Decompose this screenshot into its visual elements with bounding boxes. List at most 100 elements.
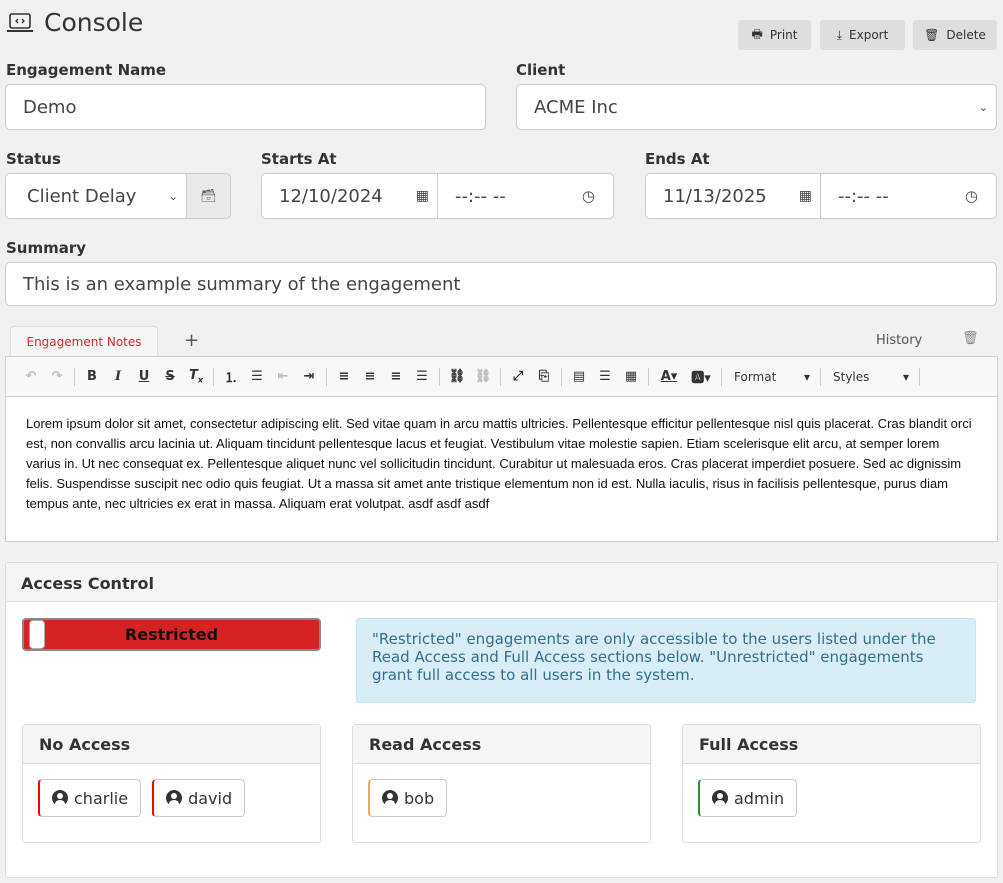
format-dropdown[interactable]: Format ▾ (726, 370, 816, 384)
read-access-title: Read Access (353, 725, 650, 764)
export-button[interactable]: ⤓ Export (820, 20, 905, 50)
download-icon: ⤓ (836, 27, 843, 42)
clock-icon: ◷ (964, 187, 978, 205)
styles-dropdown[interactable]: Styles ▾ (825, 370, 915, 384)
client-label: Client (516, 61, 566, 79)
starts-at-date: 12/10/2024 (279, 185, 383, 207)
summary-label: Summary (6, 239, 87, 257)
italic-icon[interactable]: I (114, 369, 122, 384)
laptop-code-icon (7, 12, 33, 32)
access-control-panel: Access Control Restricted "Restricted" e… (5, 562, 998, 878)
add-tab-button[interactable]: + (184, 330, 200, 351)
ends-at-date: 11/13/2025 (663, 185, 767, 207)
print-label: Print (769, 28, 798, 42)
user-name: david (188, 788, 233, 808)
access-control-title: Access Control (6, 563, 997, 602)
title-text: Console (44, 8, 144, 37)
justify-icon[interactable]: ☰ (416, 369, 428, 384)
user-name: bob (404, 788, 435, 808)
delete-label: Delete (946, 28, 986, 42)
no-access-title: No Access (23, 725, 320, 764)
calendar-icon: ▦ (798, 188, 812, 204)
ends-at-label: Ends At (645, 150, 710, 168)
format-label: Format (734, 369, 777, 384)
remove-format-icon[interactable]: Tx (188, 368, 204, 385)
outdent-icon[interactable]: ⇤ (277, 369, 289, 384)
align-right-icon[interactable]: ≡ (390, 369, 402, 384)
toggle-label: Restricted (124, 625, 219, 644)
export-label: Export (849, 28, 889, 42)
archive-icon: 🗃 (200, 188, 217, 204)
background-color-icon[interactable]: 🅰▾ (691, 371, 711, 386)
delete-note-trash-icon[interactable]: 🗑 (962, 331, 979, 346)
archive-button[interactable]: 🗃 (186, 173, 231, 219)
source-icon[interactable]: ⎘ (538, 369, 550, 384)
editor-toolbar: ↶ ↷ B I U S Tx ⒈ ☰ ⇤ ⇥ ≡ ≡ ≡ ☰ ⛓ ⛓ ⤢ ⎘ ▤ ☰ ▦ A▾ 🅰▾ Forma… (6, 357, 997, 397)
indent-icon[interactable]: ⇥ (303, 369, 315, 384)
summary-input[interactable]: This is an example summary of the engage… (5, 262, 997, 306)
user-circle-icon (52, 790, 68, 806)
clock-icon: ◷ (581, 187, 595, 205)
ends-at-time-input[interactable]: --:-- -- ◷ (820, 173, 997, 219)
user-chip-admin[interactable]: admin (698, 779, 798, 817)
page-title: Console (6, 8, 143, 37)
styles-label: Styles (833, 369, 870, 384)
starts-at-time-input[interactable]: --:-- -- ◷ (437, 173, 614, 219)
table-icon[interactable]: ▦ (624, 369, 638, 384)
undo-icon[interactable]: ↶ (25, 369, 37, 384)
user-circle-icon (166, 790, 183, 806)
print-button[interactable]: 🖶 Print (738, 20, 811, 50)
unlink-icon[interactable]: ⛓ (474, 369, 492, 384)
caret-down-icon: ▾ (803, 369, 810, 384)
tab-engagement-notes[interactable]: Engagement Notes (10, 326, 158, 357)
bulleted-list-icon[interactable]: ☰ (251, 369, 263, 384)
show-blocks-icon[interactable]: ▤ (572, 369, 586, 384)
redo-icon[interactable]: ↷ (51, 369, 63, 384)
client-select[interactable]: ACME Inc ⌄ (516, 84, 997, 130)
numbered-list-icon[interactable]: ⒈ (224, 371, 238, 386)
chevron-down-icon: ⌄ (168, 189, 178, 203)
rich-text-editor[interactable]: ↶ ↷ B I U S Tx ⒈ ☰ ⇤ ⇥ ≡ ≡ ≡ ☰ ⛓ ⛓ ⤢ ⎘ ▤ ☰ ▦ A▾ 🅰▾ Forma… (5, 356, 998, 542)
user-chip-bob[interactable]: bob (368, 779, 448, 817)
ends-at-date-input[interactable]: 11/13/2025 ▦ (645, 173, 821, 219)
align-center-icon[interactable]: ≡ (364, 369, 376, 384)
tab-label: Engagement Notes (26, 335, 142, 349)
strikethrough-icon[interactable]: S (165, 369, 175, 384)
maximize-icon[interactable]: ⤢ (512, 369, 524, 384)
user-chip-charlie[interactable]: charlie (38, 779, 142, 817)
align-left-icon[interactable]: ≡ (338, 369, 350, 384)
restricted-toggle[interactable]: Restricted (22, 618, 321, 651)
starts-at-date-input[interactable]: 12/10/2024 ▦ (261, 173, 438, 219)
ends-at-time: --:-- -- (838, 185, 889, 207)
client-value: ACME Inc (534, 96, 618, 118)
engagement-name-input[interactable]: Demo (5, 84, 486, 130)
engagement-name-value: Demo (23, 96, 77, 118)
underline-icon[interactable]: U (138, 369, 150, 384)
delete-button[interactable]: 🗑 Delete (913, 20, 997, 50)
starts-at-time: --:-- -- (455, 185, 506, 207)
no-access-card: No Access charlie david (22, 724, 321, 843)
engagement-name-label: Engagement Name (6, 61, 167, 79)
horizontal-line-icon[interactable]: ☰ (599, 369, 611, 384)
history-button[interactable]: History (876, 333, 923, 348)
link-icon[interactable]: ⛓ (448, 369, 466, 384)
user-chip-david[interactable]: david (152, 779, 246, 817)
status-select[interactable]: Client Delay ⌄ (5, 173, 187, 219)
access-info-alert: "Restricted" engagements are only access… (356, 618, 976, 703)
calendar-icon: ▦ (415, 188, 429, 204)
full-access-title: Full Access (683, 725, 980, 764)
status-value: Client Delay (27, 185, 137, 207)
read-access-card: Read Access bob (352, 724, 651, 843)
editor-content[interactable]: Lorem ipsum dolor sit amet, consectetur … (26, 416, 972, 511)
trash-icon: 🗑 (924, 28, 940, 42)
summary-value: This is an example summary of the engage… (23, 273, 461, 295)
starts-at-label: Starts At (261, 150, 337, 168)
user-name: charlie (74, 788, 129, 808)
user-circle-icon (382, 790, 398, 806)
full-access-card: Full Access admin (682, 724, 981, 843)
toggle-knob[interactable] (29, 620, 45, 649)
bold-icon[interactable]: B (87, 369, 97, 384)
text-color-icon[interactable]: A▾ (660, 369, 678, 384)
user-name: admin (734, 788, 785, 808)
printer-icon: 🖶 (751, 26, 763, 41)
